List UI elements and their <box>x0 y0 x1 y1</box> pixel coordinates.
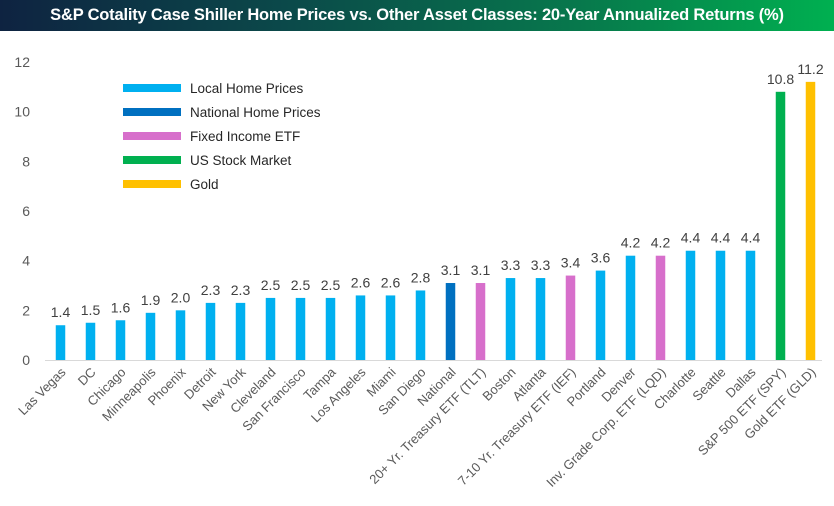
legend-label-gold: Gold <box>190 177 219 192</box>
bar <box>775 91 786 361</box>
data-label: 2.6 <box>351 274 371 290</box>
data-label: 1.6 <box>111 299 131 315</box>
chart-title: S&P Cotality Case Shiller Home Prices vs… <box>50 6 784 24</box>
data-label: 3.4 <box>561 255 581 271</box>
bar <box>685 250 696 360</box>
data-labels: 1.4 1.5 1.6 1.9 2.0 2.3 2.3 2.5 2.5 2.5 2.6 2.6 2.8 3… <box>51 61 824 320</box>
bar <box>505 278 516 360</box>
legend-label-stock: US Stock Market <box>190 153 292 168</box>
y-tick-label: 2 <box>22 302 30 318</box>
bar <box>55 325 66 360</box>
data-label: 4.2 <box>621 235 641 251</box>
bar <box>745 250 756 360</box>
category-labels: Las Vegas DCChicagoMinneapolisPhoenixDetr… <box>15 364 819 490</box>
bar <box>415 290 426 360</box>
y-tick-label: 12 <box>14 54 30 70</box>
data-label: 3.1 <box>441 262 461 278</box>
legend-label-fixed_income: Fixed Income ETF <box>190 129 300 144</box>
bar <box>85 322 96 360</box>
data-label: 2.3 <box>231 282 251 298</box>
data-label: 4.2 <box>651 235 671 251</box>
legend-swatch-fixed_income <box>123 132 181 140</box>
bar <box>325 297 336 360</box>
bar <box>205 302 216 360</box>
bar <box>235 302 246 360</box>
y-tick-label: 6 <box>22 203 30 219</box>
bar <box>115 320 126 360</box>
data-label: 1.9 <box>141 292 161 308</box>
legend-label-national: National Home Prices <box>190 105 321 120</box>
bar <box>475 283 486 360</box>
bar <box>145 312 156 360</box>
legend-label-local: Local Home Prices <box>190 81 304 96</box>
data-label: 3.6 <box>591 250 611 266</box>
y-tick-label: 8 <box>22 153 30 169</box>
bar <box>715 250 726 360</box>
bar <box>655 255 666 360</box>
data-label: 2.6 <box>381 274 401 290</box>
bar <box>445 283 456 360</box>
data-label: 1.5 <box>81 302 101 318</box>
data-label: 3.3 <box>501 257 521 273</box>
y-tick-label: 10 <box>14 104 30 120</box>
data-label: 3.3 <box>531 257 551 273</box>
data-label: 3.1 <box>471 262 491 278</box>
data-label: 2.5 <box>321 277 341 293</box>
y-axis: 0 2 4 6 8 10 12 <box>14 54 30 368</box>
bar <box>295 297 306 360</box>
data-label: 1.4 <box>51 304 71 320</box>
legend: Local Home Prices National Home Prices Fix… <box>123 81 321 192</box>
bar <box>805 81 816 360</box>
data-label: 2.0 <box>171 289 191 305</box>
bar <box>355 295 366 360</box>
bar <box>385 295 396 360</box>
category-label: DC <box>75 365 99 389</box>
bars <box>55 81 816 361</box>
category-label: Las Vegas <box>15 364 69 418</box>
data-label: 11.2 <box>797 61 823 77</box>
data-label: 4.4 <box>741 230 761 246</box>
bar <box>595 270 606 360</box>
data-label: 4.4 <box>681 230 701 246</box>
legend-swatch-gold <box>123 180 181 188</box>
data-label: 2.3 <box>201 282 221 298</box>
legend-swatch-national <box>123 108 181 116</box>
y-tick-label: 0 <box>22 352 30 368</box>
legend-swatch-stock <box>123 156 181 164</box>
title-bar: S&P Cotality Case Shiller Home Prices vs… <box>0 0 834 31</box>
data-label: 2.5 <box>291 277 311 293</box>
category-label: Seattle <box>689 365 728 404</box>
data-label: 2.8 <box>411 269 431 285</box>
bar <box>175 310 186 360</box>
data-label: 10.8 <box>767 71 794 87</box>
bar-chart: 0 2 4 6 8 10 12 1.4 1.5 1.6 1.9 2.0 2.3 2.3 2.5 2.5 2.5… <box>14 54 824 490</box>
bar <box>265 297 276 360</box>
bar <box>565 275 576 360</box>
y-tick-label: 4 <box>22 253 30 269</box>
legend-swatch-local <box>123 84 181 92</box>
data-label: 2.5 <box>261 277 281 293</box>
data-label: 4.4 <box>711 230 731 246</box>
bar <box>625 255 636 360</box>
bar <box>535 278 546 360</box>
